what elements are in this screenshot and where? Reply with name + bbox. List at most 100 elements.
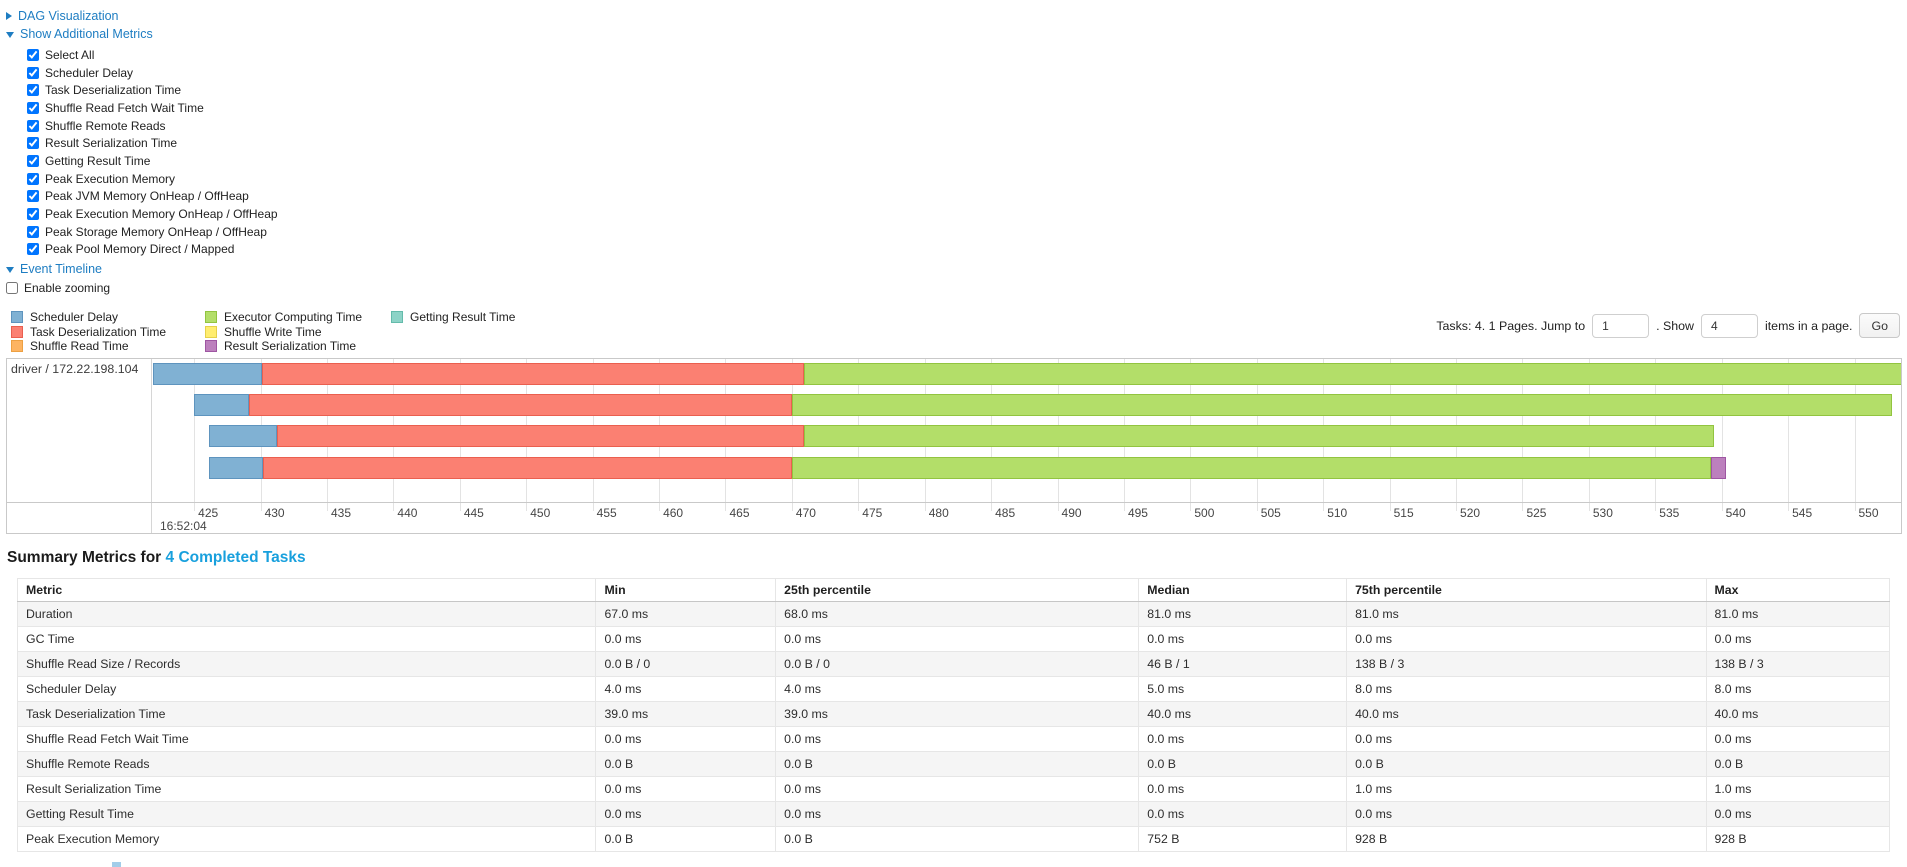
task-bar-segment-scheduler-delay[interactable] bbox=[194, 394, 249, 417]
pagination-mid-text: . Show bbox=[1656, 318, 1694, 333]
axis-tick-label: 490 bbox=[1061, 506, 1082, 521]
table-row-shuffle-remote-reads: Shuffle Remote Reads 0.0 B 0.0 B 0.0 B 0.0 B… bbox=[16, 751, 1890, 778]
task-bar-segment-executor-computing-time[interactable] bbox=[791, 394, 1892, 417]
axis-tick-mark bbox=[791, 503, 793, 512]
metric-checkbox-peak-jvm-memory-onheap-offheap[interactable] bbox=[27, 190, 39, 203]
chart-gridline bbox=[1788, 359, 1790, 503]
chart-gridline bbox=[1721, 359, 1723, 503]
axis-tick-label: 440 bbox=[397, 506, 418, 521]
metric-value-cell: 81.0 ms bbox=[1705, 601, 1890, 628]
legend-column: Executor Computing Time Shuffle Write Tim… bbox=[205, 310, 391, 353]
pagination-suffix-text: items in a page. bbox=[1764, 318, 1853, 333]
summary-metrics-table: Metric Min 25th percentile Median 75th perce… bbox=[16, 578, 1890, 853]
legend-label: Getting Result Time bbox=[410, 310, 516, 325]
metric-value-cell: 40.0 ms bbox=[1705, 701, 1890, 728]
metric-value-cell: 0.0 ms bbox=[1346, 801, 1707, 828]
timeline-legend: Scheduler Delay Task Deserialization Time… bbox=[6, 310, 516, 353]
metric-value-cell: 40.0 ms bbox=[1138, 701, 1348, 728]
metric-checkbox-result-serialization-time[interactable] bbox=[27, 137, 39, 150]
task-bar-segment-executor-computing-time[interactable] bbox=[803, 363, 1901, 386]
pagination-summary: Tasks: 4. 1 Pages. Jump to bbox=[1436, 318, 1586, 333]
axis-tick-mark bbox=[459, 503, 461, 512]
metric-checkbox-peak-execution-memory[interactable] bbox=[27, 172, 39, 185]
legend-swatch-getting-result-time bbox=[391, 311, 403, 324]
additional-metrics-checkbox-list: Select All Scheduler Delay Task Deserializ… bbox=[27, 46, 1902, 258]
metric-checkbox-shuffle-remote-reads[interactable] bbox=[27, 119, 39, 132]
metric-value-cell: 0.0 ms bbox=[595, 776, 777, 803]
legend-label: Executor Computing Time bbox=[224, 310, 363, 325]
metric-checkbox-row-peak-jvm-memory-onheap-offheap: Peak JVM Memory OnHeap / OffHeap bbox=[27, 188, 1902, 206]
metric-checkbox-shuffle-read-fetch-wait-time[interactable] bbox=[27, 101, 39, 114]
metric-checkbox-peak-storage-memory-onheap-offheap[interactable] bbox=[27, 225, 39, 238]
metric-checkbox-peak-pool-memory-direct-mapped[interactable] bbox=[27, 243, 39, 256]
axis-tick-mark bbox=[858, 503, 860, 512]
axis-tick-label: 445 bbox=[463, 506, 484, 521]
metric-value-cell: 40.0 ms bbox=[1346, 701, 1707, 728]
axis-tick-mark bbox=[1456, 503, 1458, 512]
task-bar-segment-task-deserialization-time[interactable] bbox=[276, 425, 804, 448]
axis-tick-label: 460 bbox=[663, 506, 684, 521]
dag-visualization-toggle[interactable]: DAG Visualization bbox=[6, 7, 1902, 25]
task-bar-segment-result-serialization-time[interactable] bbox=[1711, 457, 1726, 480]
items-per-page-input[interactable] bbox=[1700, 313, 1758, 338]
task-bar-segment-task-deserialization-time[interactable] bbox=[248, 394, 792, 417]
show-additional-metrics-toggle[interactable]: Show Additional Metrics bbox=[6, 25, 1902, 43]
enable-zooming-label: Enable zooming bbox=[24, 281, 111, 296]
metric-checkbox-peak-execution-memory-onheap-offheap[interactable] bbox=[27, 208, 39, 221]
legend-label: Shuffle Read Time bbox=[30, 339, 129, 353]
axis-tick-label: 505 bbox=[1260, 506, 1281, 521]
metric-value-cell: 0.0 ms bbox=[1138, 801, 1348, 828]
metric-checkbox-row-getting-result-time: Getting Result Time bbox=[27, 152, 1902, 170]
axis-time-label: 16:52:04 bbox=[160, 519, 207, 534]
task-bar-segment-scheduler-delay[interactable] bbox=[208, 457, 264, 480]
axis-tick-label: 525 bbox=[1526, 506, 1547, 521]
metric-value-cell: 81.0 ms bbox=[1138, 601, 1348, 628]
enable-zooming-checkbox[interactable] bbox=[6, 282, 18, 295]
metric-value-cell: 0.0 B bbox=[1705, 751, 1890, 778]
axis-tick-mark bbox=[725, 503, 727, 512]
metric-checkbox-row-peak-storage-memory-onheap-offheap: Peak Storage Memory OnHeap / OffHeap bbox=[27, 223, 1902, 241]
task-bar-segment-task-deserialization-time[interactable] bbox=[263, 457, 792, 480]
completed-tasks-link[interactable]: 4 Completed Tasks bbox=[165, 549, 306, 567]
metric-checkbox-select-all[interactable] bbox=[27, 48, 39, 61]
axis-tick-label: 470 bbox=[795, 506, 816, 521]
axis-tick-label: 465 bbox=[729, 506, 750, 521]
metric-value-cell: 0.0 ms bbox=[595, 801, 777, 828]
metric-value-cell: 68.0 ms bbox=[775, 601, 1140, 628]
metric-checkbox-getting-result-time[interactable] bbox=[27, 154, 39, 167]
event-timeline-toggle[interactable]: Event Timeline bbox=[6, 260, 1902, 278]
metric-value-cell: 0.0 B bbox=[775, 826, 1140, 853]
axis-tick-mark bbox=[1655, 503, 1657, 512]
task-bar-segment-scheduler-delay[interactable] bbox=[208, 425, 277, 448]
chart-group-label: driver / 172.22.198.104 bbox=[7, 359, 152, 534]
task-bar-segment-executor-computing-time[interactable] bbox=[803, 425, 1714, 448]
go-button[interactable]: Go bbox=[1859, 313, 1900, 339]
axis-tick-mark bbox=[526, 503, 528, 512]
metric-value-cell: 4.0 ms bbox=[775, 676, 1140, 703]
jump-to-page-input[interactable] bbox=[1592, 313, 1650, 338]
metric-value-cell: 0.0 B / 0 bbox=[595, 651, 777, 678]
table-row-shuffle-read-size-records: Shuffle Read Size / Records 0.0 B / 0 0.0 … bbox=[16, 651, 1890, 678]
metric-checkbox-task-deserialization-time[interactable] bbox=[27, 84, 39, 97]
task-bar-segment-scheduler-delay[interactable] bbox=[153, 363, 262, 386]
metric-name-cell: Getting Result Time bbox=[16, 801, 597, 828]
metric-value-cell: 46 B / 1 bbox=[1138, 651, 1348, 678]
metric-checkbox-label: Peak Storage Memory OnHeap / OffHeap bbox=[45, 224, 267, 239]
metric-checkbox-label: Peak JVM Memory OnHeap / OffHeap bbox=[45, 189, 249, 204]
metric-value-cell: 67.0 ms bbox=[595, 601, 777, 628]
metric-checkbox-scheduler-delay[interactable] bbox=[27, 66, 39, 79]
legend-item-getting-result-time: Getting Result Time bbox=[391, 310, 516, 325]
legend-column: Getting Result Time bbox=[391, 310, 516, 352]
metric-name-cell: Peak Execution Memory bbox=[16, 826, 597, 853]
axis-tick-mark bbox=[991, 503, 993, 512]
axis-tick-mark bbox=[1323, 503, 1325, 512]
expanded-arrow-icon bbox=[6, 267, 14, 274]
task-bar-segment-task-deserialization-time[interactable] bbox=[261, 363, 804, 386]
metric-checkbox-label: Peak Execution Memory bbox=[45, 171, 176, 186]
task-bar-segment-executor-computing-time[interactable] bbox=[791, 457, 1712, 480]
axis-tick-label: 430 bbox=[264, 506, 285, 521]
metric-value-cell: 0.0 ms bbox=[775, 726, 1140, 753]
legend-swatch-executor-computing-time bbox=[205, 311, 217, 324]
legend-swatch-task-deserialization-time bbox=[11, 325, 23, 338]
